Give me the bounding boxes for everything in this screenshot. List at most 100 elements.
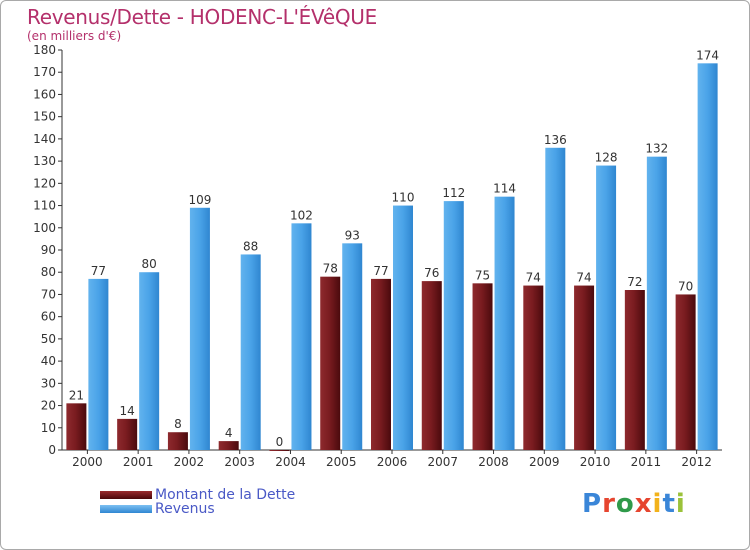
- data-label-dette: 72: [627, 275, 642, 289]
- y-tick-label: 110: [33, 199, 56, 213]
- data-label-revenus: 88: [243, 239, 258, 253]
- logo-letter: r: [602, 489, 616, 519]
- y-tick-label: 100: [33, 221, 56, 235]
- x-tick-label: 2001: [123, 455, 154, 469]
- y-tick-label: 180: [33, 43, 56, 57]
- y-tick-label: 160: [33, 87, 56, 101]
- bar-revenus: [88, 278, 109, 450]
- y-tick-label: 90: [41, 243, 56, 257]
- logo-letter: t: [662, 489, 676, 519]
- logo-letter: P: [582, 489, 603, 519]
- y-tick-label: 170: [33, 65, 56, 79]
- y-tick-label: 40: [41, 354, 56, 368]
- logo-letter: x: [634, 489, 653, 519]
- bar-dette: [421, 281, 442, 450]
- data-label-revenus: 110: [392, 191, 415, 205]
- data-label-dette: 21: [69, 388, 84, 402]
- bar-dette: [624, 290, 645, 450]
- bar-revenus: [697, 63, 718, 450]
- logo-letter: o: [615, 489, 635, 519]
- legend-label-dette: Montant de la Dette: [155, 487, 296, 503]
- legend-label-revenus: Revenus: [155, 501, 215, 517]
- x-tick-label: 2012: [681, 455, 712, 469]
- legend-swatch-dette: [100, 491, 152, 499]
- data-label-revenus: 114: [493, 182, 516, 196]
- y-tick-label: 150: [33, 110, 56, 124]
- data-label-dette: 0: [276, 435, 284, 449]
- data-label-revenus: 136: [544, 133, 567, 147]
- bar-revenus: [393, 205, 413, 450]
- bar-dette: [320, 276, 341, 450]
- x-tick-label: 2000: [72, 455, 103, 469]
- data-label-revenus: 93: [345, 228, 360, 242]
- y-tick-label: 0: [48, 443, 56, 457]
- bar-dette: [574, 285, 595, 450]
- bar-revenus: [596, 165, 617, 451]
- y-tick-label: 20: [41, 399, 56, 413]
- data-label-dette: 74: [526, 271, 541, 285]
- data-label-revenus: 128: [595, 151, 618, 165]
- bar-dette: [472, 283, 493, 450]
- proxiti-logo: Proxiti: [582, 489, 686, 519]
- bar-dette: [523, 285, 544, 450]
- bar-revenus: [494, 196, 515, 450]
- y-tick-label: 120: [33, 176, 56, 190]
- data-label-revenus: 112: [442, 186, 465, 200]
- data-label-dette: 76: [424, 266, 439, 280]
- data-label-dette: 14: [120, 404, 135, 418]
- data-label-dette: 70: [678, 279, 693, 293]
- bar-revenus: [240, 254, 261, 450]
- data-label-revenus: 132: [645, 142, 668, 156]
- data-label-dette: 8: [174, 417, 182, 431]
- y-tick-label: 50: [41, 332, 56, 346]
- y-tick-label: 70: [41, 287, 56, 301]
- bar-dette: [66, 403, 87, 450]
- x-tick-label: 2002: [174, 455, 205, 469]
- logo-letter: i: [652, 489, 663, 519]
- x-tick-label: 2003: [224, 455, 255, 469]
- x-tick-label: 2006: [377, 455, 408, 469]
- y-tick-label: 10: [41, 421, 56, 435]
- data-label-revenus: 102: [290, 208, 313, 222]
- bar-dette: [167, 432, 188, 450]
- data-label-dette: 78: [323, 262, 338, 276]
- y-tick-label: 30: [41, 376, 56, 390]
- chart-subtitle: (en milliers d'€): [27, 29, 122, 43]
- bar-revenus: [545, 147, 566, 450]
- x-tick-label: 2005: [326, 455, 357, 469]
- bar-revenus: [342, 243, 363, 450]
- data-label-dette: 4: [225, 426, 233, 440]
- logo-letter: i: [675, 489, 686, 519]
- data-label-dette: 74: [576, 271, 591, 285]
- x-tick-label: 2008: [478, 455, 509, 469]
- bar-dette: [675, 294, 696, 450]
- data-label-dette: 75: [475, 268, 490, 282]
- bar-revenus: [443, 201, 464, 450]
- bar-revenus: [139, 272, 160, 450]
- bar-revenus: [646, 156, 667, 450]
- bar-revenus: [291, 223, 312, 450]
- bar-dette: [269, 450, 290, 451]
- x-tick-label: 2011: [631, 455, 662, 469]
- bar-dette: [371, 278, 391, 450]
- y-tick-label: 130: [33, 154, 56, 168]
- data-label-dette: 77: [373, 264, 388, 278]
- x-tick-label: 2010: [580, 455, 611, 469]
- bar-dette: [117, 418, 138, 450]
- x-tick-label: 2004: [275, 455, 306, 469]
- x-tick-label: 2009: [529, 455, 560, 469]
- y-tick-label: 60: [41, 310, 56, 324]
- chart-title: Revenus/Dette - HODENC-L'ÉVêQUE: [27, 5, 377, 29]
- data-label-revenus: 109: [188, 193, 211, 207]
- data-label-revenus: 174: [696, 48, 719, 62]
- bar-revenus: [189, 207, 210, 450]
- y-tick-label: 140: [33, 132, 56, 146]
- data-label-revenus: 77: [91, 264, 106, 278]
- legend-swatch-revenus: [100, 505, 152, 513]
- bar-dette: [218, 441, 239, 450]
- x-tick-label: 2007: [427, 455, 458, 469]
- y-tick-label: 80: [41, 265, 56, 279]
- data-label-revenus: 80: [142, 257, 157, 271]
